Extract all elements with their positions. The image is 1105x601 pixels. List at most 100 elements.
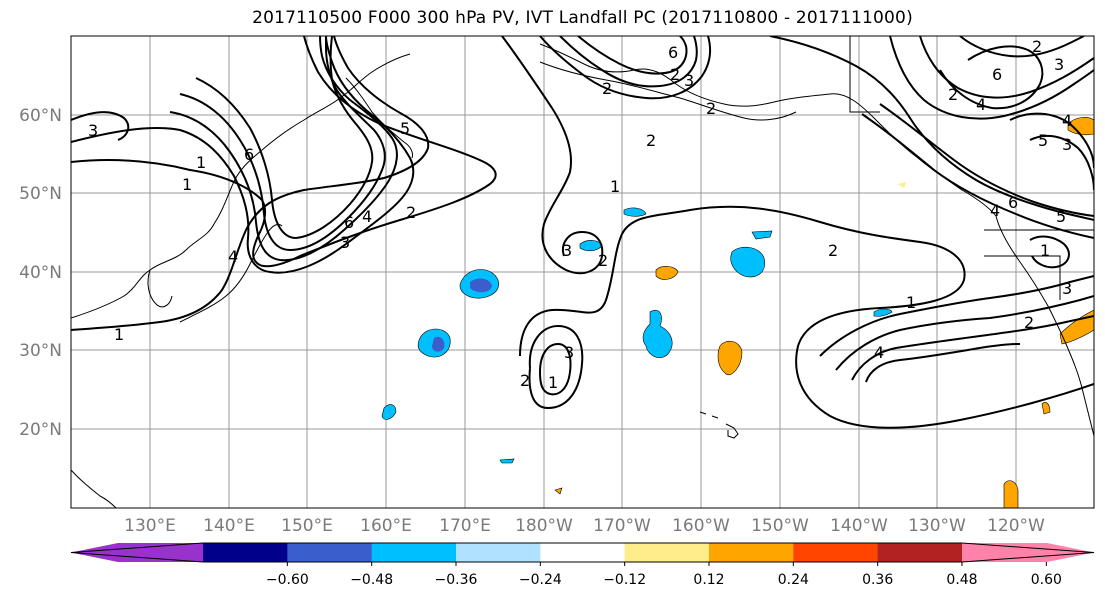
contour-label: 6 xyxy=(344,213,354,232)
longitude-label: 160°E xyxy=(360,516,412,536)
contour-label: 2 xyxy=(706,99,716,118)
contour-line xyxy=(939,45,1044,110)
contour-label: 2 xyxy=(406,203,416,222)
longitude-label: 140°E xyxy=(203,516,255,536)
contour-line xyxy=(501,36,604,275)
colorbar-segment xyxy=(456,543,541,562)
contour-label: 3 xyxy=(340,233,350,252)
contour-line xyxy=(865,343,1021,383)
latitude-label: 40°N xyxy=(19,263,62,283)
pv-neg-region xyxy=(623,207,647,217)
contour-label: 3 xyxy=(684,71,694,90)
pv-neg-core xyxy=(470,278,492,293)
contour-line xyxy=(539,342,572,396)
contour-label: 1 xyxy=(548,373,558,392)
contour-line xyxy=(195,36,374,240)
contour-line xyxy=(1029,134,1094,191)
colorbar-outline xyxy=(70,542,1095,563)
colorbar-segment xyxy=(287,543,373,562)
contour-line xyxy=(851,315,1094,381)
colorbar: −0.60 −0.48 −0.36 −0.24 −0.12 0.12 0.24 0.36 0.4… xyxy=(70,542,1095,588)
contour-label: 3 xyxy=(1062,135,1072,154)
pv-pos-region xyxy=(717,340,743,376)
contour-label: 4 xyxy=(228,247,238,266)
pv-pos-region xyxy=(898,182,906,188)
asia-coast xyxy=(71,53,411,319)
colorbar-extend-high xyxy=(962,543,1094,562)
latitude-label: 60°N xyxy=(19,106,62,126)
colorbar-tick-label: 0.48 xyxy=(946,572,977,588)
latitude-labels: 60°N 50°N 40°N 30°N 20°N xyxy=(19,106,62,440)
longitude-label: 120°W xyxy=(987,516,1045,536)
longitude-label: 130°E xyxy=(124,516,176,536)
contour-line xyxy=(71,36,430,331)
pv-pos-region xyxy=(1003,480,1019,508)
latitude-label: 50°N xyxy=(19,184,62,204)
contour-label: 5 xyxy=(1038,131,1048,150)
contour-label: 2 xyxy=(1024,313,1034,332)
colorbar-tick-label: 0.60 xyxy=(1031,572,1062,588)
contour-line xyxy=(959,36,1085,58)
contour-label: 2 xyxy=(948,85,958,104)
longitude-label: 170°W xyxy=(593,516,651,536)
latitude-label: 30°N xyxy=(19,341,62,361)
longitude-label: 160°W xyxy=(672,516,730,536)
hawaii xyxy=(699,411,739,439)
contour-label: 3 xyxy=(88,121,98,140)
contour-label: 2 xyxy=(828,241,838,260)
pv-neg-core xyxy=(432,336,445,352)
philippines xyxy=(71,469,117,508)
contour-line xyxy=(769,36,1094,221)
contour-line xyxy=(819,275,1094,357)
longitude-label: 150°W xyxy=(751,516,809,536)
colorbar-segment xyxy=(203,543,288,562)
contour-label: 1 xyxy=(196,153,206,172)
colorbar-tick-label: 0.24 xyxy=(778,572,809,588)
longitude-label: 180°W xyxy=(515,516,573,536)
contour-label: 2 xyxy=(598,251,608,270)
contour-label: 1 xyxy=(906,293,916,312)
contour-label: 5 xyxy=(1056,207,1066,226)
colorbar-segment xyxy=(877,543,963,562)
contour-label: 3 xyxy=(1054,55,1064,74)
contour-line xyxy=(71,111,130,141)
contour-label: 1 xyxy=(114,325,124,344)
map-area: 3 1 1 6 4 3 2 1 4 6 5 6 3 2 2 1 3 3 2 2 … xyxy=(71,36,1094,508)
contour-label: 4 xyxy=(976,95,986,114)
contour-line xyxy=(861,113,1094,239)
contour-line xyxy=(879,103,1094,217)
colorbar-segment xyxy=(709,543,794,562)
contour-label: 2 xyxy=(520,371,530,390)
contour-label: 1 xyxy=(182,175,192,194)
contour-label: 2 xyxy=(670,65,680,84)
contour-label: 5 xyxy=(400,119,410,138)
contour-label: 3 xyxy=(564,343,574,362)
contour-line xyxy=(559,36,698,88)
longitude-label: 140°W xyxy=(830,516,888,536)
contour-label: 2 xyxy=(602,79,612,98)
contour-line xyxy=(179,36,386,252)
longitude-label: 150°E xyxy=(281,516,333,536)
contour-line xyxy=(577,36,688,75)
latitude-label: 20°N xyxy=(19,420,62,440)
contour-label: 6 xyxy=(668,43,678,62)
colorbar-tick-label: −0.24 xyxy=(519,572,562,588)
contour-line xyxy=(519,205,1094,429)
contour-line xyxy=(1029,235,1070,269)
pv-neg-region xyxy=(381,404,397,420)
contour-line xyxy=(889,36,1094,120)
contour-line xyxy=(835,295,1094,371)
contour-line xyxy=(169,36,398,262)
colorbar-tick-label: −0.36 xyxy=(435,572,478,588)
contour-line xyxy=(539,36,711,100)
contour-line xyxy=(919,36,1094,99)
contour-label: 3 xyxy=(562,241,572,260)
contour-labels: 3 1 1 6 4 3 2 1 4 6 5 6 3 2 2 1 3 3 2 2 … xyxy=(88,37,1072,392)
contour-label: 4 xyxy=(362,207,372,226)
pv-pos-region xyxy=(1041,402,1051,415)
contour-label: 2 xyxy=(646,131,656,150)
longitude-labels: 130°E 140°E 150°E 160°E 170°E 180°W 170°W 160°W… xyxy=(124,516,1045,536)
pv-neg-region xyxy=(730,246,766,278)
contour-label: 3 xyxy=(1062,279,1072,298)
